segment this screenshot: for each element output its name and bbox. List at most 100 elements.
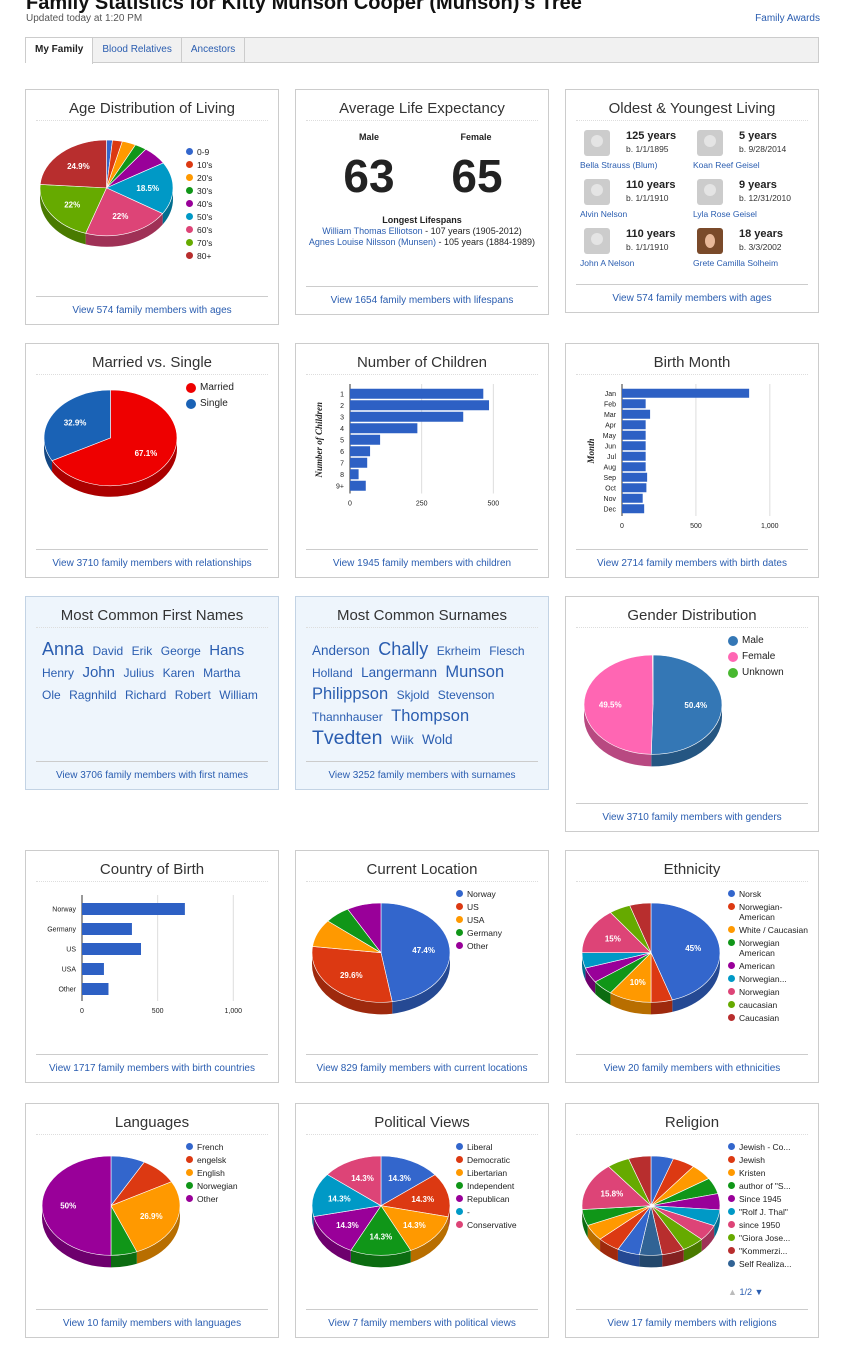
pie-slice-norwegian[interactable] (581, 912, 652, 953)
pie-slice-conservative[interactable] (326, 1155, 382, 1207)
view-first-names-link[interactable]: View 3706 family members with first name… (36, 761, 268, 789)
legend-item[interactable]: 40's (186, 199, 212, 209)
prev-page-icon[interactable]: ▲ (728, 1287, 737, 1297)
pie-slice-republican[interactable] (313, 1205, 382, 1251)
bar-may[interactable] (622, 430, 646, 440)
bar-9+[interactable] (350, 480, 366, 491)
avatar[interactable] (697, 130, 723, 156)
view-lifespans-link[interactable]: View 1654 family members with lifespans (306, 286, 538, 314)
legend-item[interactable]: USA (456, 915, 502, 925)
legend-item[interactable]: Jewish (728, 1155, 816, 1165)
person-name-link[interactable]: John A Nelson (580, 258, 635, 268)
pie-slice--[interactable] (311, 1174, 382, 1217)
view-birth-dates-link[interactable]: View 2714 family members with birth date… (576, 549, 808, 577)
view-ethnicities-link[interactable]: View 20 family members with ethnicities (576, 1054, 808, 1082)
legend-item[interactable]: - (456, 1207, 517, 1217)
bar-3[interactable] (350, 411, 464, 422)
bar-usa[interactable] (82, 963, 104, 975)
pie-slice-male[interactable] (650, 654, 723, 755)
avatar[interactable] (584, 130, 610, 156)
avatar[interactable] (697, 228, 723, 254)
legend-item[interactable]: Kristen (728, 1168, 816, 1178)
legend-item[interactable]: engelsk (186, 1155, 238, 1165)
view-locations-link[interactable]: View 829 family members with current loc… (306, 1054, 538, 1082)
view-birth-countries-link[interactable]: View 1717 family members with birth coun… (36, 1054, 268, 1082)
lifespan-link-1[interactable]: William Thomas Elliotson (322, 226, 423, 236)
bar-germany[interactable] (82, 923, 132, 935)
bar-sep[interactable] (622, 472, 648, 482)
bar-feb[interactable] (622, 399, 646, 409)
cloud-name-link[interactable]: Erik (131, 644, 153, 658)
legend-item[interactable]: Conservative (456, 1220, 517, 1230)
legend-item[interactable]: Female (728, 651, 784, 663)
legend-item[interactable]: 70's (186, 238, 212, 248)
cloud-name-link[interactable]: Karen (162, 666, 195, 680)
bar-7[interactable] (350, 457, 368, 468)
bar-5[interactable] (350, 434, 381, 445)
legend-item[interactable]: Independent (456, 1181, 517, 1191)
view-relationships-link[interactable]: View 3710 family members with relationsh… (36, 549, 268, 577)
bar-apr[interactable] (622, 420, 646, 430)
bar-nov[interactable] (622, 493, 643, 503)
legend-item[interactable]: Norwegian... (728, 974, 816, 984)
pie-slice-other[interactable] (41, 1155, 112, 1256)
cloud-name-link[interactable]: Ole (42, 688, 61, 702)
cloud-name-link[interactable]: Holland (312, 666, 353, 680)
bar-mar[interactable] (622, 409, 651, 419)
cloud-name-link[interactable]: Robert (174, 688, 211, 702)
pie-slice-us[interactable] (311, 946, 393, 1003)
cloud-name-link[interactable]: Thannhauser (312, 710, 383, 724)
cloud-name-link[interactable]: Martha (203, 666, 241, 680)
tab-blood-relatives[interactable]: Blood Relatives (93, 38, 182, 63)
avatar[interactable] (584, 228, 610, 254)
legend-item[interactable]: author of "S... (728, 1181, 816, 1191)
pie-slice-70-s[interactable] (39, 184, 107, 234)
cloud-name-link[interactable]: Ekrheim (436, 644, 481, 658)
legend-item[interactable]: American (728, 961, 816, 971)
legend-item[interactable]: 80+ (186, 251, 212, 261)
cloud-name-link[interactable]: Philippson (312, 685, 389, 703)
cloud-name-link[interactable]: Henry (42, 666, 75, 680)
cloud-name-link[interactable]: Munson (445, 663, 505, 681)
bar-aug[interactable] (622, 462, 646, 472)
person-name-link[interactable]: Bella Strauss (Blum) (580, 160, 658, 170)
legend-item[interactable]: caucasian (728, 1000, 816, 1010)
pie-slice-libertarian[interactable] (380, 1205, 449, 1251)
legend-item[interactable]: Other (186, 1194, 238, 1204)
view-ages-link[interactable]: View 574 family members with ages (36, 296, 268, 324)
legend-item[interactable]: Married (186, 382, 234, 394)
pie-slice-independent[interactable] (350, 1205, 412, 1256)
legend-item[interactable]: English (186, 1168, 238, 1178)
legend-item[interactable]: Germany (456, 928, 502, 938)
bar-jul[interactable] (622, 451, 646, 461)
bar-jan[interactable] (622, 388, 750, 398)
cloud-name-link[interactable]: Wold (422, 732, 453, 747)
legend-item[interactable]: Norwegian-American (728, 902, 816, 922)
legend-item[interactable]: Since 1945 (728, 1194, 816, 1204)
tab-my-family[interactable]: My Family (26, 38, 94, 64)
legend-item[interactable]: White / Caucasian (728, 925, 816, 935)
cloud-name-link[interactable]: David (92, 644, 124, 658)
cloud-name-link[interactable]: Julius (123, 666, 155, 680)
cloud-name-link[interactable]: Hans (209, 642, 245, 659)
avatar[interactable] (697, 179, 723, 205)
legend-item[interactable]: Libertarian (456, 1168, 517, 1178)
bar-other[interactable] (82, 983, 109, 995)
legend-item[interactable]: French (186, 1142, 238, 1152)
bar-1[interactable] (350, 388, 484, 399)
cloud-name-link[interactable]: Skjold (396, 688, 430, 702)
person-name-link[interactable]: Lyla Rose Geisel (693, 209, 757, 219)
legend-item[interactable]: 20's (186, 173, 212, 183)
cloud-name-link[interactable]: Tvedten (312, 727, 383, 749)
cloud-name-link[interactable]: Wiik (390, 733, 414, 747)
bar-oct[interactable] (622, 483, 647, 493)
lifespan-link-2[interactable]: Agnes Louise Nilsson (Munsen) (308, 237, 436, 247)
person-name-link[interactable]: Koan Reef Geisel (693, 160, 760, 170)
bar-us[interactable] (82, 943, 142, 955)
view-ages-link[interactable]: View 574 family members with ages (576, 284, 808, 312)
bar-8[interactable] (350, 469, 359, 480)
legend-item[interactable]: Norwegian (186, 1181, 238, 1191)
cloud-name-link[interactable]: Richard (124, 688, 167, 702)
pie-slice-60-s[interactable] (85, 187, 164, 237)
avatar[interactable] (584, 179, 610, 205)
